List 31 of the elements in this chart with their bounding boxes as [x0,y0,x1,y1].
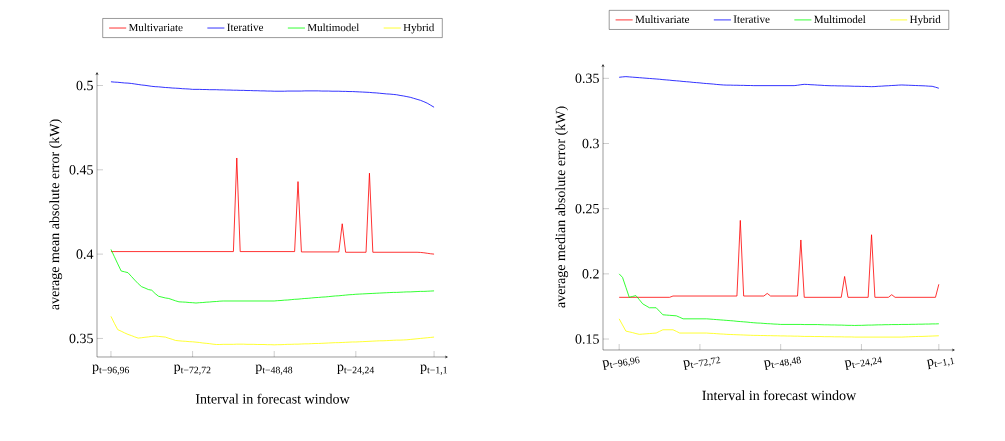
y-tick-label: 0.35 [69,333,93,344]
y-tick-label: 0.25 [575,203,599,214]
y-tick-label: 0.5 [76,80,93,91]
y-tick-label: 0.4 [76,249,94,259]
x-tick-label: p$_{t−96,96}$ [92,364,130,375]
y-axis-title: average median absolute error (kW) [555,106,569,308]
legend-label: Multimodel [814,15,866,24]
x-axis-title: Interval in forecast window [195,393,350,404]
y-tick-label: 0.35 [575,73,599,84]
x-tick-label: p$_{t−24,24}$ [844,356,882,371]
x-tick-label: p$_{t−24,24}$ [337,364,375,375]
x-tick-label: p$_{t−1,1}$ [420,364,447,375]
y-tick-label: 0.3 [582,138,599,149]
x-tick-label: p$_{t−48,48}$ [255,364,293,375]
legend-label: Iterative [227,23,264,32]
x-tick-label: p$_{t−72,72}$ [173,364,211,375]
y-tick-label: 0.45 [69,165,93,175]
x-axis-title: Interval in forecast window [702,390,857,401]
legend-label: Hybrid [909,15,941,26]
legend-label: Hybrid [403,23,435,34]
y-tick-label: 0.2 [582,269,599,279]
legend-label: Multimodel [307,23,360,32]
legend-label: Iterative [733,15,770,23]
y-axis-title: average mean absolute error (kW) [49,119,63,310]
x-tick-label: p$_{t−48,48}$ [763,356,802,371]
y-tick-label: 0.15 [575,334,599,344]
legend-label: Multivariate [128,23,183,32]
x-tick-label: p$_{t−96,96}$ [602,356,640,371]
legend-label: Multivariate [635,15,690,24]
x-tick-label: p$_{t−1,1}$ [926,357,955,370]
x-tick-label: p$_{t−72,72}$ [682,356,721,371]
